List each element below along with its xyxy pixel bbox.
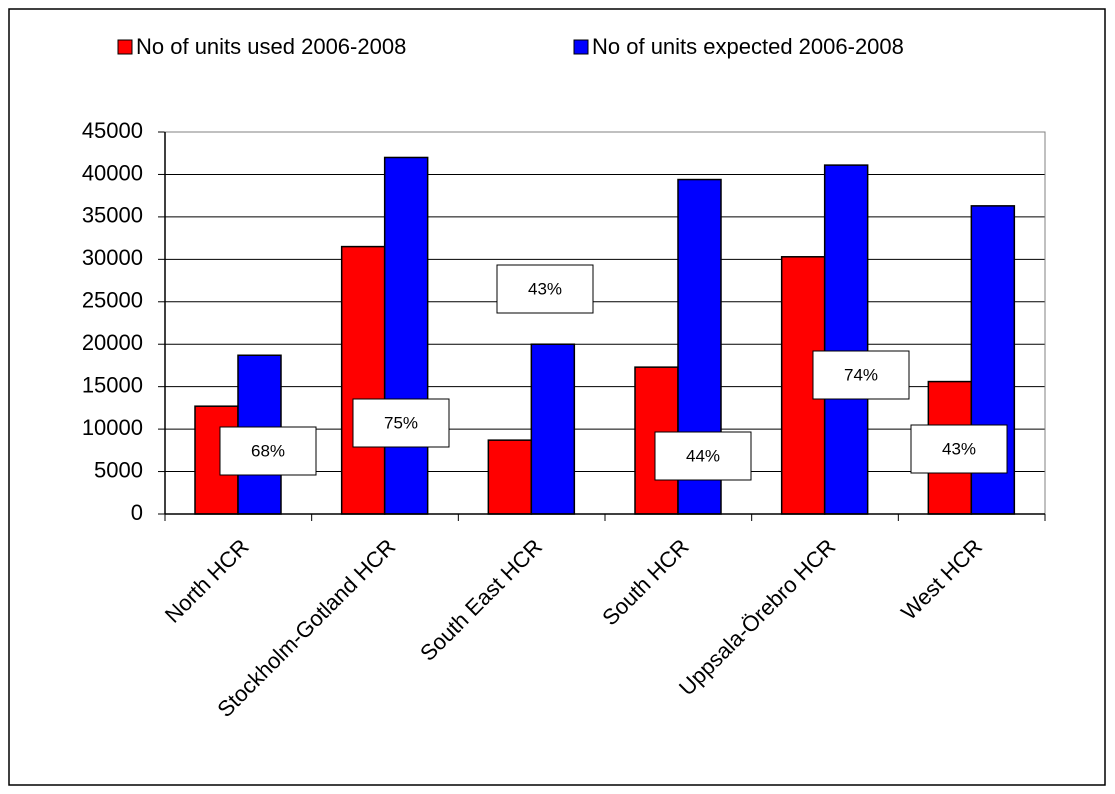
annotation-box bbox=[219, 426, 317, 476]
y-tick-label: 10000 bbox=[82, 415, 143, 440]
y-tick-label: 15000 bbox=[82, 372, 143, 397]
y-tick-label: 20000 bbox=[82, 330, 143, 355]
annotation: 74% bbox=[844, 365, 878, 384]
legend-swatch bbox=[573, 39, 589, 55]
annotation-box bbox=[812, 350, 910, 400]
y-tick-label: 25000 bbox=[82, 288, 143, 313]
legend-swatch bbox=[117, 39, 133, 55]
annotation: 44% bbox=[686, 446, 720, 465]
y-tick-label: 30000 bbox=[82, 245, 143, 270]
y-tick-label: 0 bbox=[131, 500, 143, 525]
y-tick-label: 35000 bbox=[82, 203, 143, 228]
legend-label: No of units expected 2006-2008 bbox=[592, 34, 904, 59]
annotation-box bbox=[496, 264, 594, 314]
y-tick-label: 5000 bbox=[94, 457, 143, 482]
legend-label: No of units used 2006-2008 bbox=[136, 34, 406, 59]
annotation: 43% bbox=[942, 439, 976, 458]
annotation-box bbox=[352, 398, 450, 448]
bar bbox=[487, 439, 533, 515]
bar bbox=[383, 156, 429, 515]
annotation: 75% bbox=[384, 413, 418, 432]
annotation-box bbox=[654, 431, 752, 481]
bar bbox=[340, 245, 386, 515]
y-tick-label: 45000 bbox=[82, 118, 143, 143]
bar bbox=[823, 164, 869, 515]
bar bbox=[530, 343, 576, 515]
annotation: 68% bbox=[251, 441, 285, 460]
annotation: 43% bbox=[528, 279, 562, 298]
y-tick-label: 40000 bbox=[82, 160, 143, 185]
annotation-box bbox=[910, 424, 1008, 474]
